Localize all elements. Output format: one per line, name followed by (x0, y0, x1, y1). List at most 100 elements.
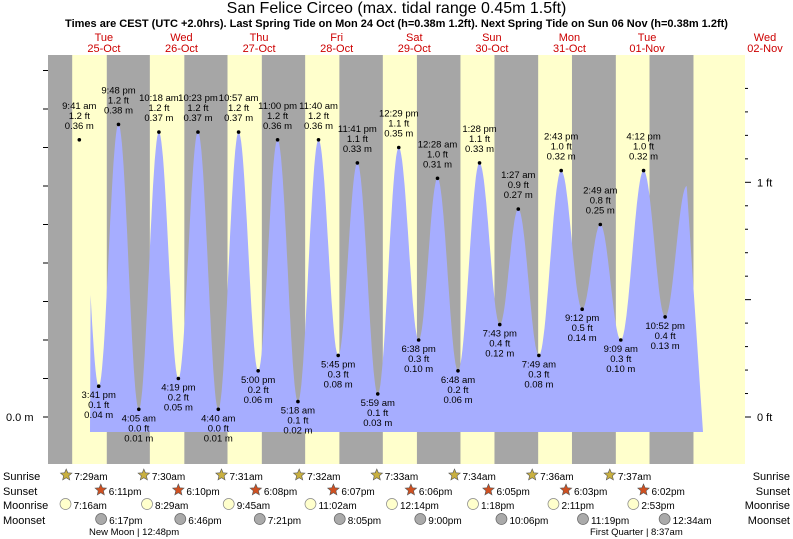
tide-label: 0.08 m (524, 379, 553, 390)
sunrise-icon (525, 468, 539, 481)
tide-point (435, 176, 440, 181)
tide-point (296, 399, 300, 404)
daylight-band (693, 55, 745, 464)
tide-label: 10:18 am (139, 93, 179, 104)
tide-point (580, 307, 584, 312)
tide-label: 0.06 m (443, 395, 472, 406)
tide-label: 5:45 pm (321, 359, 355, 370)
tide-label: 1.2 ft (267, 111, 288, 122)
day-date: 26-Oct (165, 43, 198, 55)
row-label-right: Sunrise (753, 471, 790, 483)
tide-labels: 9:41 am1.2 ft0.36 m3:41 pm0.1 ft0.04 m9:… (62, 85, 685, 444)
tide-point (176, 376, 181, 381)
axes: 0.0 m 0 ft 1 ft (6, 70, 772, 424)
tide-label: 9:12 pm (565, 313, 599, 324)
tide-label: 0.2 ft (248, 385, 269, 396)
tide-label: 0.13 m (651, 341, 680, 352)
moonrise-icon (59, 498, 72, 510)
tide-label: 0.01 m (124, 433, 153, 444)
day-date: 27-Oct (243, 43, 276, 55)
sunset-icon (404, 483, 418, 496)
sunrise-icon (137, 468, 151, 481)
moonset-time: 10:06pm (509, 516, 548, 527)
moonset-icon (174, 513, 187, 525)
day-name: Tue (638, 32, 657, 44)
day-name: Sat (406, 32, 423, 44)
moonrise-time: 2:53pm (641, 501, 674, 512)
sunset-time: 6:11pm (109, 487, 142, 498)
sunrise-time: 7:36am (540, 472, 573, 483)
tide-label: 0.32 m (629, 152, 658, 163)
tide-label: 1.2 ft (187, 103, 208, 114)
sunrise-time: 7:37am (618, 472, 651, 483)
sunrise-time: 7:30am (152, 472, 185, 483)
moonset-icon (495, 513, 508, 525)
moonrise-time: 12:14pm (400, 501, 439, 512)
tide-point (116, 122, 121, 127)
tide-point (618, 338, 623, 342)
moonset-time: 12:34am (673, 516, 712, 527)
tide-label: 11:41 pm (338, 124, 377, 135)
sunset-time: 6:03pm (574, 487, 607, 498)
moonset-icon (253, 513, 266, 525)
tide-label: 1:28 pm (462, 124, 496, 135)
moonset-icon (414, 513, 427, 525)
tide-label: 1.2 ft (308, 111, 329, 122)
day-date: 01-Nov (629, 43, 665, 55)
moonrise-time: 7:16am (73, 501, 106, 512)
moonset-icon (658, 513, 671, 525)
tide-label: 12:28 am (418, 139, 458, 150)
sun-moon-rows: Sunrise Sunrise Sunset Sunset Moonrise Moonri… (3, 468, 790, 538)
tide-point (598, 222, 603, 227)
moonset-time: 7:21pm (268, 516, 301, 527)
sunset-time: 6:06pm (419, 487, 452, 498)
moon-phase-label: First Quarter | 8:37am (590, 527, 683, 538)
moonrise-icon (467, 498, 479, 510)
tide-label: 0.3 ft (528, 369, 549, 380)
tide-label: 4:12 pm (626, 132, 660, 143)
moonset-time: 8:05pm (348, 516, 381, 527)
tide-water-area (90, 124, 703, 433)
tide-point (663, 315, 667, 319)
tide-label: 0.4 ft (655, 331, 676, 342)
tide-label: 1.2 ft (148, 103, 169, 114)
tide-point (316, 138, 321, 142)
tide-point (196, 130, 200, 134)
tide-label: 0.32 m (547, 152, 576, 163)
left-axis-label: 0.0 m (6, 412, 34, 424)
sunrise-icon (59, 468, 73, 481)
tide-point (416, 338, 421, 342)
sunset-time: 6:07pm (341, 487, 374, 498)
tide-label: 0.25 m (586, 206, 615, 217)
moonrise-icon (547, 498, 560, 510)
tide-point (559, 168, 563, 173)
day-date: 29-Oct (398, 43, 431, 55)
tide-label: 1.2 ft (228, 103, 249, 114)
tide-point (456, 369, 460, 373)
tide-label: 9:48 pm (101, 85, 135, 96)
tide-label: 0.04 m (84, 410, 113, 421)
tide-label: 0.10 m (404, 364, 433, 375)
tide-label: 5:18 am (281, 406, 315, 417)
tide-label: 1.2 ft (69, 111, 90, 122)
moonrise-time: 8:29am (155, 501, 188, 512)
moonrise-time: 9:45am (237, 501, 270, 512)
sunset-time: 6:08pm (264, 487, 297, 498)
moonset-icon (577, 513, 589, 525)
tide-point (137, 407, 141, 412)
sunset-icon (94, 483, 108, 496)
sunset-time: 6:05pm (496, 487, 529, 498)
sunrise-time: 7:29am (74, 472, 107, 483)
tide-point (77, 138, 82, 142)
sunset-icon (559, 483, 573, 496)
row-label-right: Moonset (748, 515, 790, 527)
tide-label: 0.38 m (104, 105, 133, 116)
tide-label: 0.10 m (606, 364, 635, 375)
tide-label: 6:48 am (441, 375, 475, 386)
tide-label: 0.1 ft (88, 400, 109, 411)
tide-label: 1.1 ft (388, 119, 409, 130)
day-date: 02-Nov (747, 43, 783, 55)
day-headers: Tue25-OctWed26-OctThu27-OctFri28-OctSat2… (87, 32, 783, 55)
tide-point (516, 207, 521, 211)
tide-label: 10:52 pm (645, 321, 685, 332)
